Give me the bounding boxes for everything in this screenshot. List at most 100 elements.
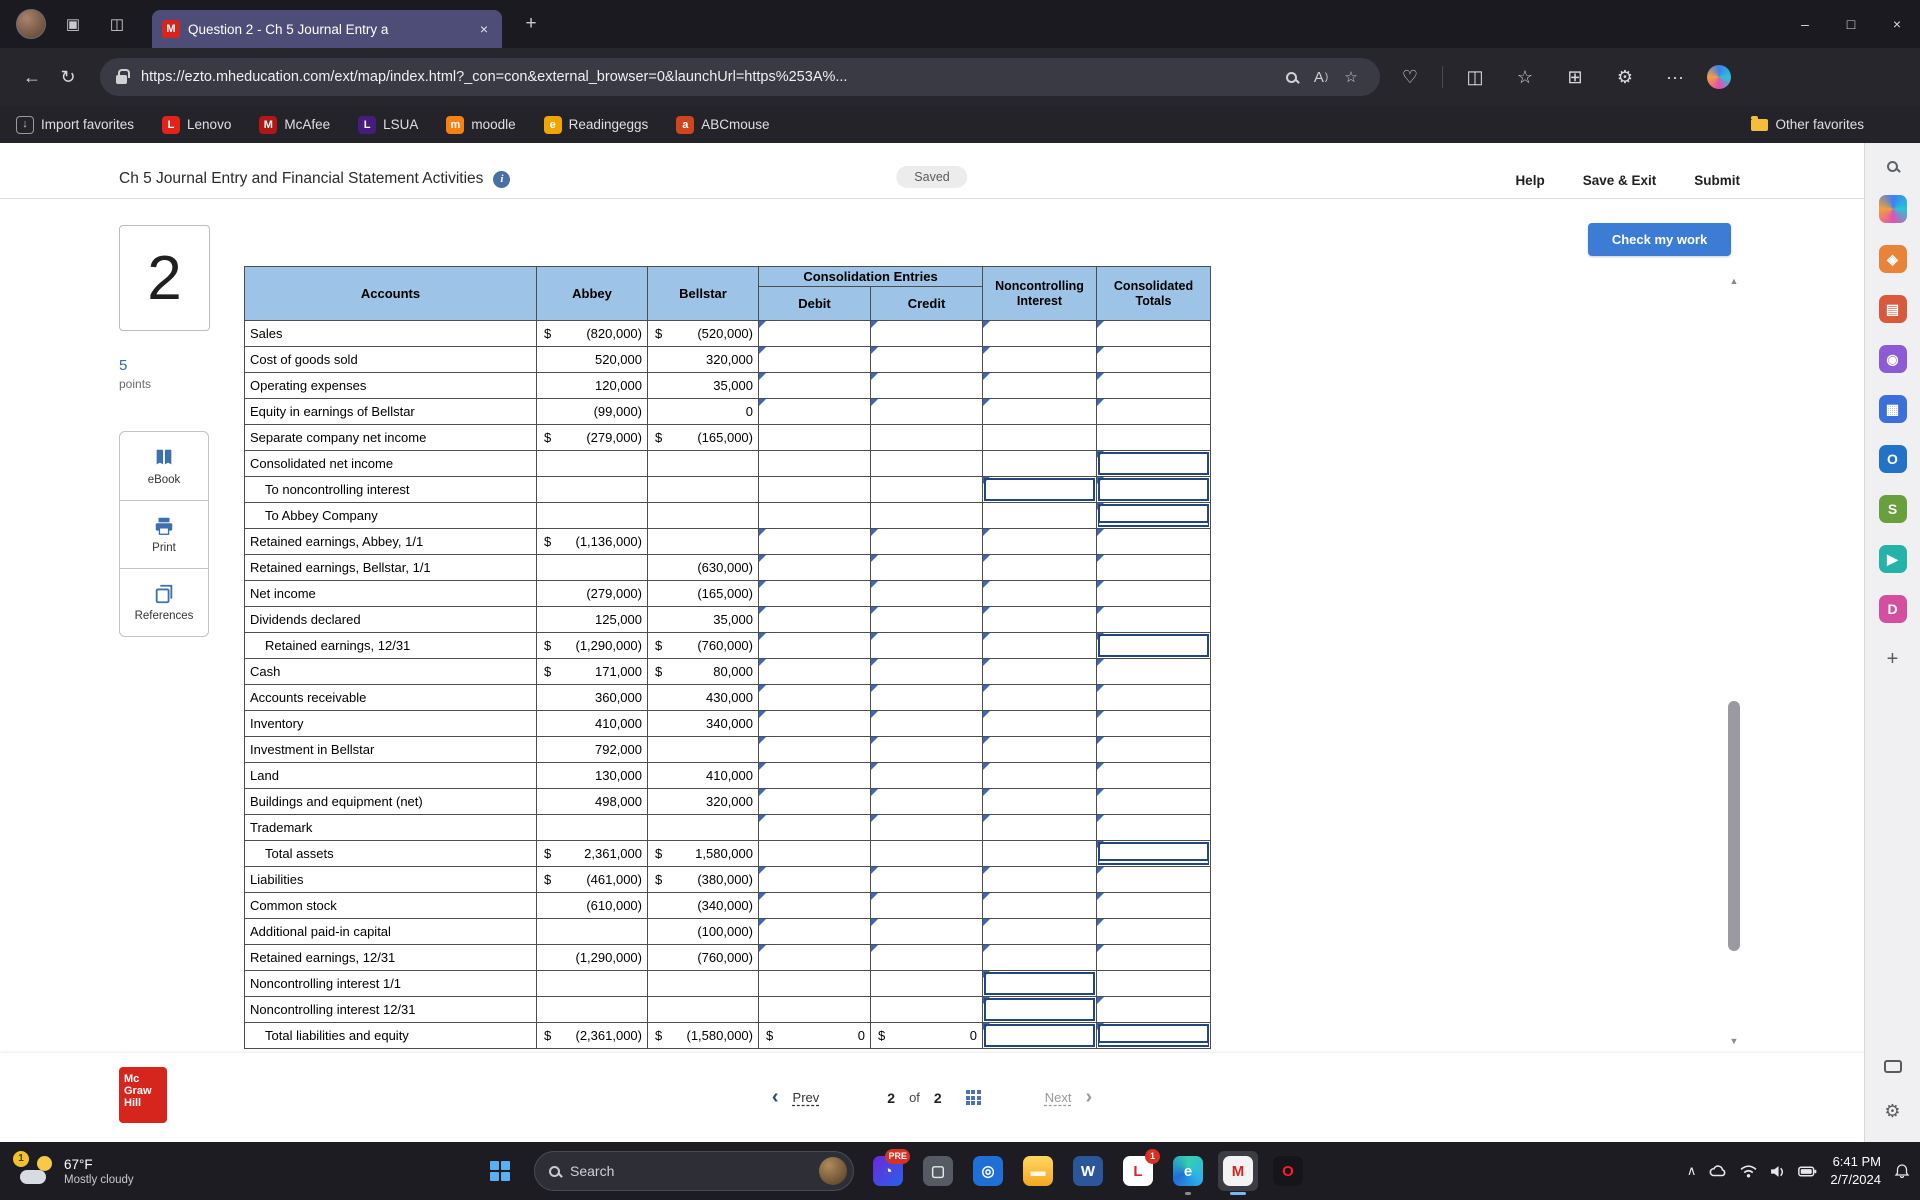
input-cell-consolidated-row21[interactable] [1096, 840, 1211, 867]
input-cell-debit-row18[interactable] [758, 762, 871, 789]
address-bar[interactable]: https://ezto.mheducation.com/ext/map/ind… [100, 58, 1380, 96]
sidebar-people-icon[interactable]: ◉ [1878, 345, 1907, 373]
more-menu-icon[interactable]: ··· [1666, 66, 1684, 87]
favorite-moodle[interactable]: m moodle [446, 115, 516, 134]
input-cell-noncontrolling-row9[interactable] [982, 528, 1097, 555]
input-cell-consolidated-row14[interactable] [1096, 658, 1211, 685]
input-cell-credit-row11[interactable] [870, 580, 983, 607]
split-screen-icon[interactable]: ◫ [1466, 66, 1484, 87]
other-favorites[interactable]: Other favorites [1751, 115, 1864, 132]
sidebar-m365-icon[interactable]: ▦ [1878, 395, 1907, 423]
scrollbar-thumb[interactable] [1728, 701, 1740, 951]
taskbar-widgets-icon[interactable]: ▢ [918, 1151, 958, 1191]
input-cell-noncontrolling-row28[interactable] [982, 1022, 1097, 1049]
input-cell-credit-row19[interactable] [870, 788, 983, 815]
input-cell-credit-row13[interactable] [870, 632, 983, 659]
wifi-icon[interactable] [1740, 1164, 1757, 1178]
taskbar-camera-icon[interactable]: ◎ [968, 1151, 1008, 1191]
sidebar-designer-icon[interactable]: D [1878, 595, 1907, 623]
input-cell-noncontrolling-row19[interactable] [982, 788, 1097, 815]
input-cell-credit-row1[interactable] [870, 320, 983, 347]
browser-essentials-icon[interactable]: ♡ [1401, 66, 1419, 87]
scroll-down-icon[interactable]: ▼ [1729, 1036, 1739, 1046]
input-cell-debit-row15[interactable] [758, 684, 871, 711]
input-cell-noncontrolling-row25[interactable] [982, 944, 1097, 971]
profile-avatar[interactable] [16, 9, 46, 39]
input-cell-debit-row11[interactable] [758, 580, 871, 607]
favorite-lsua[interactable]: L LSUA [358, 115, 418, 134]
input-cell-debit-row9[interactable] [758, 528, 871, 555]
input-cell-consolidated-row16[interactable] [1096, 710, 1211, 737]
input-cell-consolidated-row10[interactable] [1096, 554, 1211, 581]
input-cell-noncontrolling-row20[interactable] [982, 814, 1097, 841]
collections-icon[interactable]: ⊞ [1567, 66, 1583, 87]
input-cell-noncontrolling-row13[interactable] [982, 632, 1097, 659]
input-cell-noncontrolling-row18[interactable] [982, 762, 1097, 789]
input-cell-credit-row4[interactable] [870, 398, 983, 425]
input-cell-noncontrolling-row23[interactable] [982, 892, 1097, 919]
input-cell-debit-row12[interactable] [758, 606, 871, 633]
clock[interactable]: 6:41 PM 2/7/2024 [1830, 1153, 1881, 1188]
input-cell-consolidated-row28[interactable] [1096, 1022, 1211, 1049]
weather-widget[interactable]: 1 67°F Mostly cloudy [12, 1142, 142, 1200]
volume-icon[interactable] [1770, 1165, 1785, 1178]
sidebar-screen-icon[interactable] [1883, 1060, 1902, 1073]
input-cell-consolidated-row18[interactable] [1096, 762, 1211, 789]
tab-close-icon[interactable]: × [479, 21, 489, 37]
info-icon[interactable]: i [493, 171, 511, 188]
input-cell-debit-row10[interactable] [758, 554, 871, 581]
scroll-up-icon[interactable]: ▲ [1729, 276, 1739, 286]
input-cell-consolidated-row23[interactable] [1096, 892, 1211, 919]
input-cell-consolidated-row15[interactable] [1096, 684, 1211, 711]
input-cell-credit-row20[interactable] [870, 814, 983, 841]
input-cell-noncontrolling-row10[interactable] [982, 554, 1097, 581]
print-button[interactable]: Print [120, 500, 208, 568]
question-map-grid-icon[interactable] [965, 1090, 981, 1105]
input-cell-noncontrolling-row24[interactable] [982, 918, 1097, 945]
input-cell-noncontrolling-row7[interactable] [982, 476, 1097, 503]
input-cell-credit-row14[interactable] [870, 658, 983, 685]
input-cell-consolidated-row2[interactable] [1096, 346, 1211, 373]
input-cell-credit-row17[interactable] [870, 736, 983, 763]
input-cell-noncontrolling-row1[interactable] [982, 320, 1097, 347]
sidebar-copilot-icon[interactable] [1878, 195, 1907, 223]
input-cell-debit-row16[interactable] [758, 710, 871, 737]
favorite-import-favorites[interactable]: ↓ Import favorites [16, 115, 134, 134]
sidebar-onenote-icon[interactable]: S [1878, 495, 1907, 523]
input-cell-credit-row9[interactable] [870, 528, 983, 555]
favorite-star-icon[interactable]: ☆ [1344, 69, 1358, 86]
input-cell-consolidated-row1[interactable] [1096, 320, 1211, 347]
new-tab-button[interactable]: + [525, 13, 537, 34]
input-cell-debit-row17[interactable] [758, 736, 871, 763]
input-cell-credit-row18[interactable] [870, 762, 983, 789]
taskbar-edge-icon[interactable]: e [1168, 1151, 1208, 1195]
onedrive-cloud-icon[interactable] [1709, 1164, 1727, 1178]
input-cell-credit-row22[interactable] [870, 866, 983, 893]
taskbar-file-explorer-icon[interactable]: ▬ [1018, 1151, 1058, 1191]
favorite-readingeggs[interactable]: e Readingeggs [543, 115, 648, 134]
start-button[interactable] [480, 1151, 520, 1191]
input-cell-consolidated-row19[interactable] [1096, 788, 1211, 815]
extensions-icon[interactable]: ⚙ [1616, 66, 1634, 87]
input-cell-consolidated-row6[interactable] [1096, 450, 1211, 477]
input-cell-consolidated-row12[interactable] [1096, 606, 1211, 633]
taskbar-search[interactable]: Search [534, 1151, 854, 1191]
read-aloud-icon[interactable]: A [1306, 62, 1336, 92]
check-my-work-button[interactable]: Check my work [1588, 223, 1731, 256]
taskbar-word-icon[interactable]: W [1068, 1151, 1108, 1191]
input-cell-debit-row25[interactable] [758, 944, 871, 971]
input-cell-consolidated-row3[interactable] [1096, 372, 1211, 399]
taskbar-app-preview-icon[interactable]: ◔ PRE [868, 1149, 910, 1191]
input-cell-consolidated-row9[interactable] [1096, 528, 1211, 555]
workspaces-icon[interactable]: ▣ [65, 16, 81, 33]
input-cell-debit-row13[interactable] [758, 632, 871, 659]
close-button[interactable]: × [1892, 16, 1902, 32]
battery-icon[interactable] [1798, 1166, 1817, 1177]
input-cell-noncontrolling-row22[interactable] [982, 866, 1097, 893]
input-cell-consolidated-row24[interactable] [1096, 918, 1211, 945]
input-cell-consolidated-row17[interactable] [1096, 736, 1211, 763]
input-cell-consolidated-row4[interactable] [1096, 398, 1211, 425]
input-cell-noncontrolling-row27[interactable] [982, 996, 1097, 1023]
input-cell-noncontrolling-row3[interactable] [982, 372, 1097, 399]
